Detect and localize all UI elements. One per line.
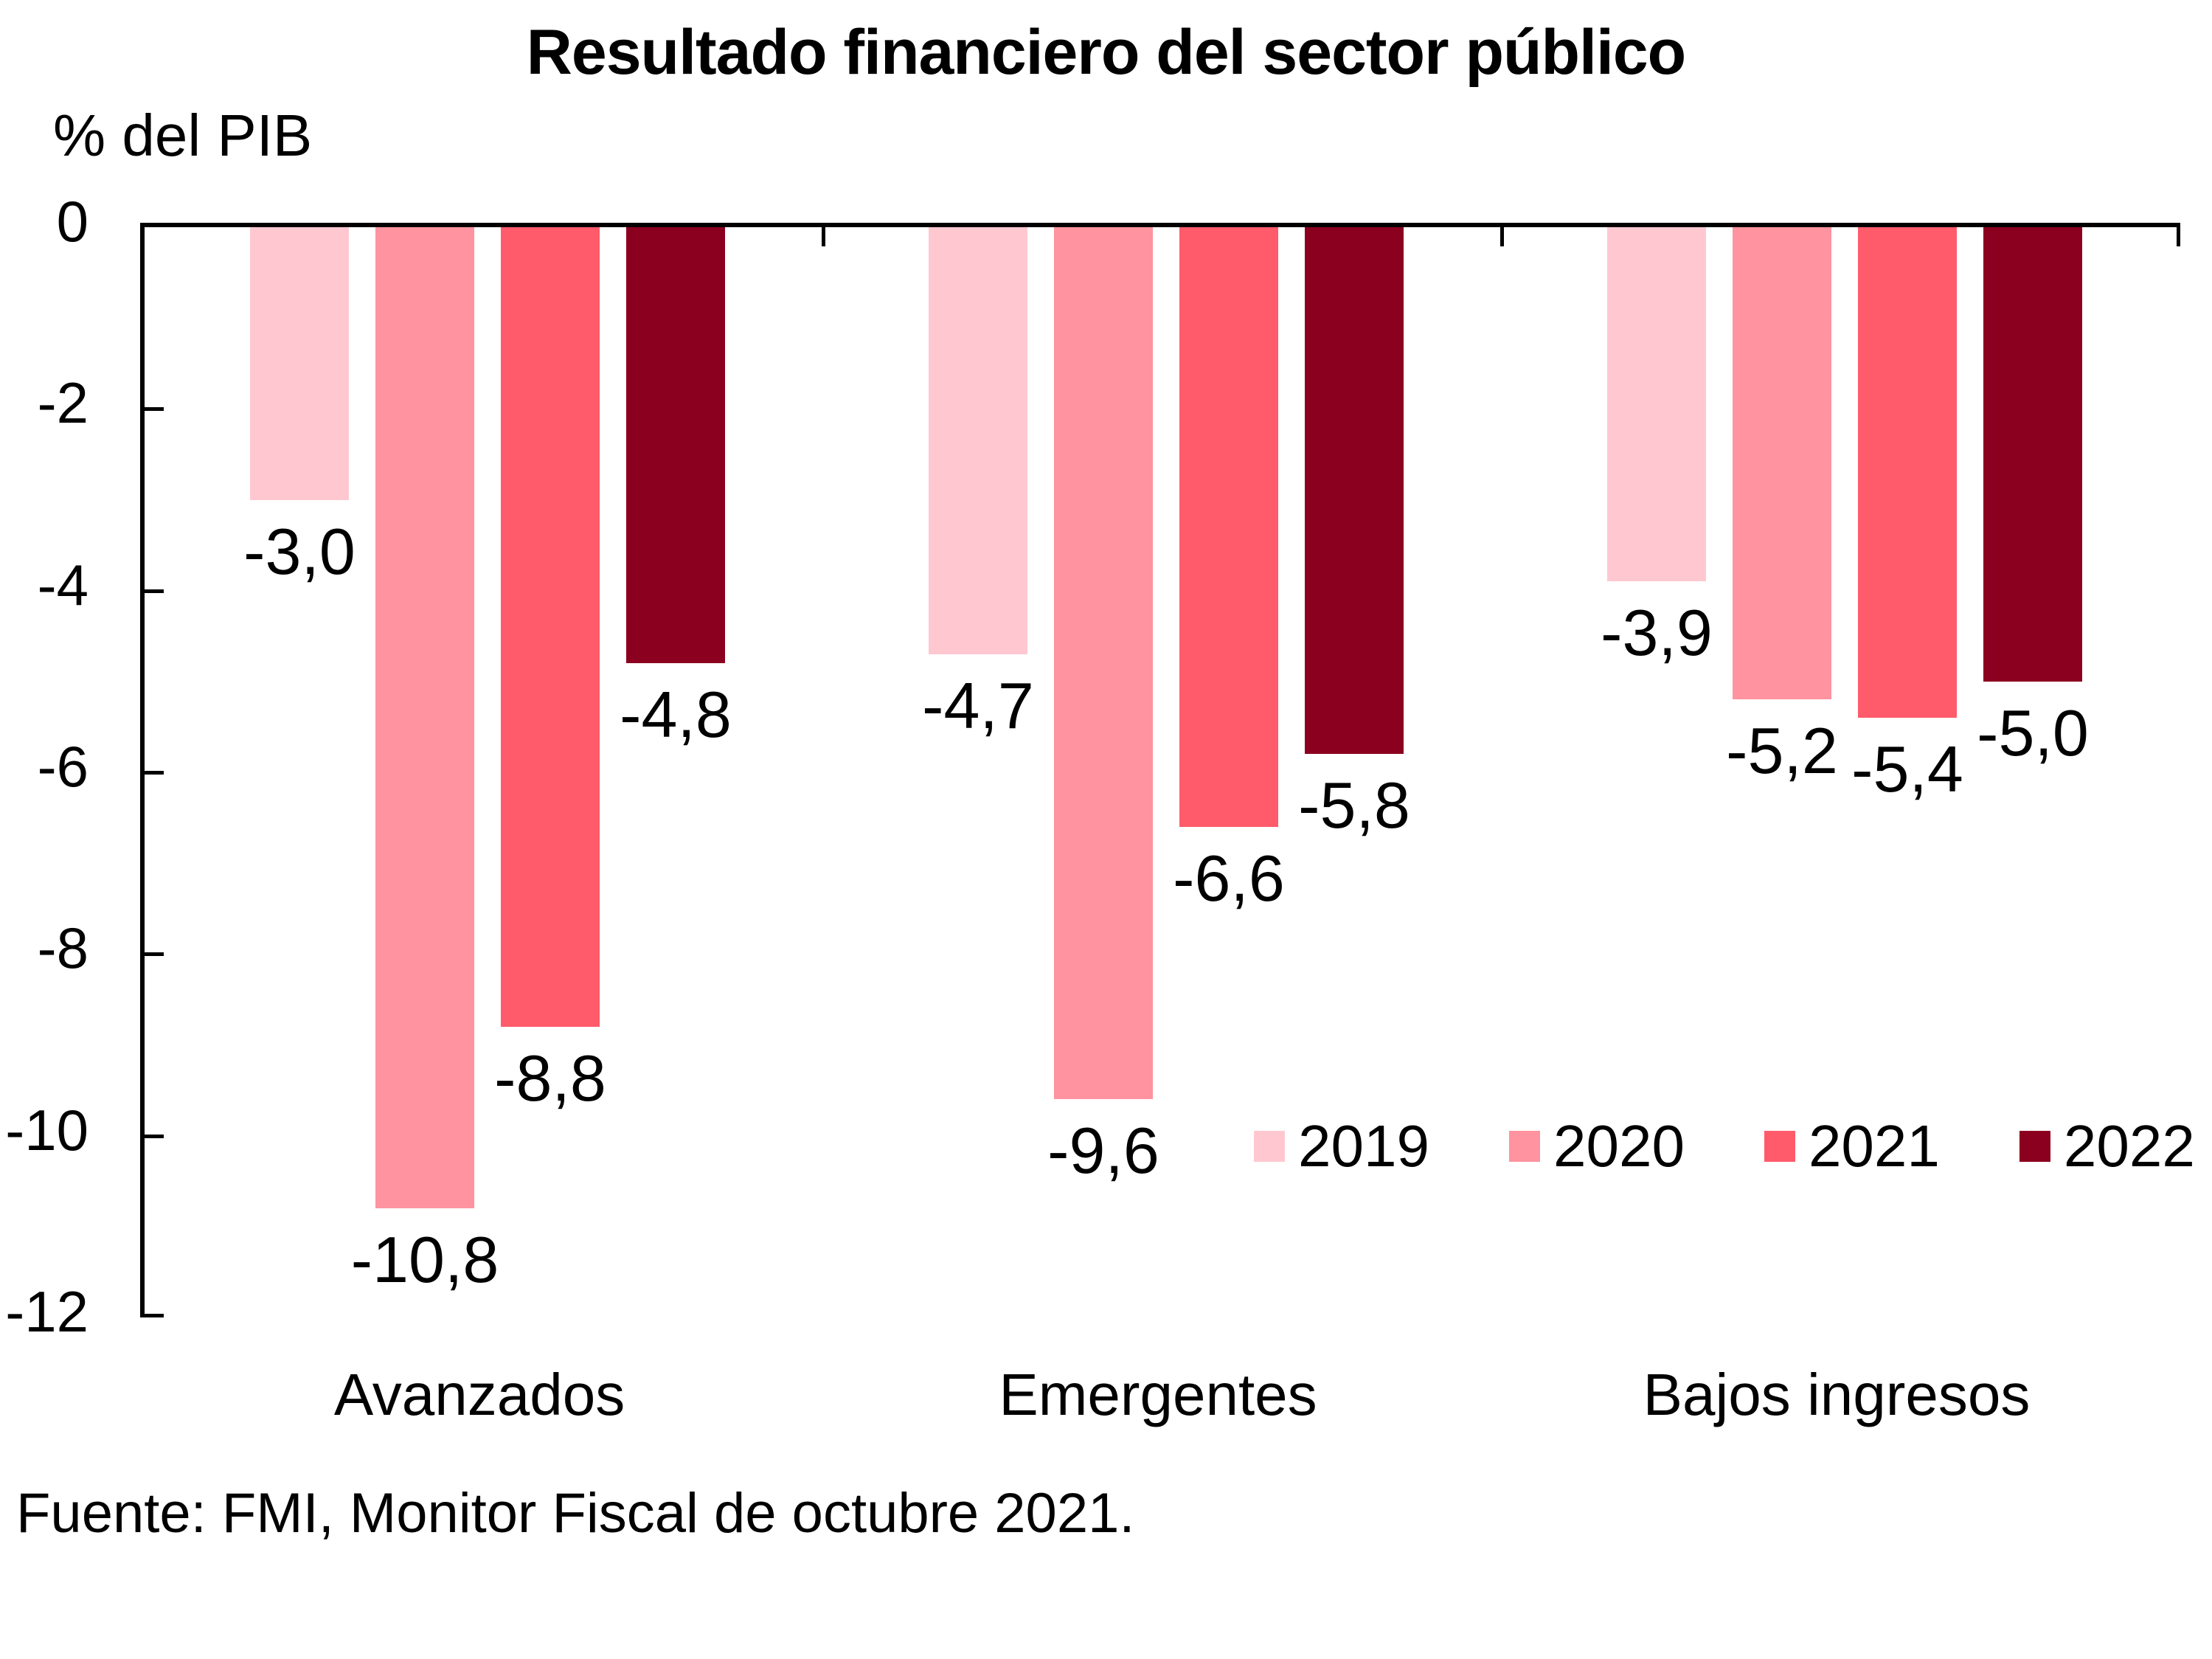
y-axis-label: % del PIB [53,103,313,168]
category-label-emergentes: Emergentes [999,1362,1317,1427]
y-tick-label: -4 [37,552,89,617]
legend-swatch-2022 [2019,1131,2050,1162]
value-label: -6,6 [1173,841,1285,915]
legend-label-2021: 2021 [1808,1113,1940,1179]
bar-2021-emergentes [1179,227,1278,827]
legend-label-2022: 2022 [2063,1113,2195,1179]
legend-swatch-2021 [1764,1131,1795,1162]
legend-item-2019: 2019 [1254,1115,1429,1177]
bar-2020-emergentes [1054,227,1153,1100]
y-tick-label: 0 [56,189,89,254]
legend-label-2019: 2019 [1298,1113,1429,1179]
y-tick-label: -10 [5,1097,89,1163]
y-tick-label: -6 [37,734,89,799]
y-tick-label: -8 [37,915,89,981]
legend-label-2020: 2020 [1553,1113,1685,1179]
bar-2022-emergentes [1305,227,1404,755]
chart-title: Resultado financiero del sector público [526,17,1686,88]
source-note: Fuente: FMI, Monitor Fiscal de octubre 2… [16,1482,1135,1545]
y-tick-mark [145,407,164,412]
y-tick-mark [145,589,164,593]
value-label: -10,8 [350,1223,499,1297]
value-label: -5,2 [1726,714,1838,788]
value-label: -3,9 [1601,596,1713,670]
value-label: -9,6 [1047,1114,1159,1188]
value-label: -3,0 [243,514,356,588]
x-axis-group-tick [822,227,825,246]
legend: 2019 2020 2021 2022 [1254,1115,2195,1177]
y-tick-mark [145,1134,164,1138]
value-label: -4,8 [620,678,732,752]
value-label: -4,7 [922,668,1034,742]
value-label: -5,0 [1977,696,2089,769]
bar-2019-bajos-ingresos [1607,227,1706,582]
bar-2019-emergentes [929,227,1027,654]
y-tick-mark [145,952,164,957]
bar-2021-bajos-ingresos [1858,227,1957,718]
bar-2020-avanzados [375,227,474,1209]
category-label-avanzados: Avanzados [333,1362,625,1427]
bar-2022-bajos-ingresos [1983,227,2082,682]
value-label: -5,8 [1298,769,1410,842]
y-tick-mark [145,771,164,775]
y-tick-mark [145,1314,164,1317]
category-label-bajos-ingresos: Bajos ingresos [1643,1362,2031,1427]
value-label: -8,8 [494,1041,606,1115]
x-axis-group-tick [2177,227,2180,246]
legend-swatch-2019 [1254,1131,1285,1162]
bar-2022-avanzados [626,227,725,664]
bar-2021-avanzados [501,227,600,1027]
legend-item-2022: 2022 [2019,1115,2195,1177]
y-tick-label: -12 [5,1279,89,1344]
legend-item-2020: 2020 [1508,1113,1685,1179]
plot-area: -3,0 -10,8 -8,8 -4,8 -4,7 -9,6 -6,6 -5,8 -3,9 -5,… [140,223,2180,1317]
bar-2020-bajos-ingresos [1733,227,1831,700]
legend-item-2021: 2021 [1764,1115,1940,1177]
legend-swatch-2020 [1508,1131,1540,1162]
value-label: -5,4 [1851,732,1963,806]
x-axis-group-tick [1500,227,1504,246]
y-tick-label: -2 [37,370,89,436]
bar-2019-avanzados [250,227,349,500]
